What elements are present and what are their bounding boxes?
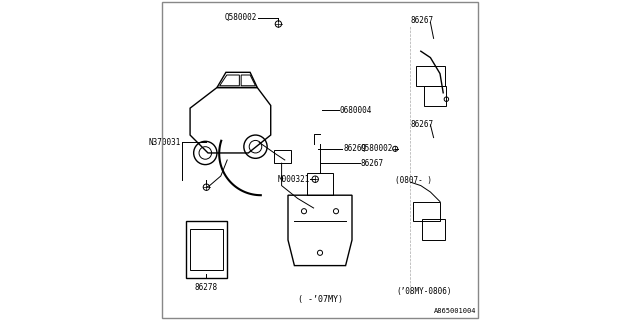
- Text: A865001004: A865001004: [435, 308, 477, 314]
- Text: M000321: M000321: [277, 175, 310, 184]
- Text: 86267: 86267: [361, 159, 384, 168]
- Text: 86267: 86267: [411, 120, 434, 129]
- Text: Q580002: Q580002: [225, 13, 257, 22]
- Text: 86267: 86267: [411, 16, 434, 25]
- Text: 86269: 86269: [343, 144, 366, 153]
- Text: N370031: N370031: [148, 138, 181, 147]
- Text: 0680004: 0680004: [340, 106, 372, 115]
- Text: Q580002: Q580002: [360, 144, 393, 153]
- Text: (’08MY-0806): (’08MY-0806): [396, 287, 452, 296]
- Text: ( -’07MY): ( -’07MY): [298, 295, 342, 304]
- Text: 86278: 86278: [195, 284, 218, 292]
- Text: (0807- ): (0807- ): [396, 176, 432, 185]
